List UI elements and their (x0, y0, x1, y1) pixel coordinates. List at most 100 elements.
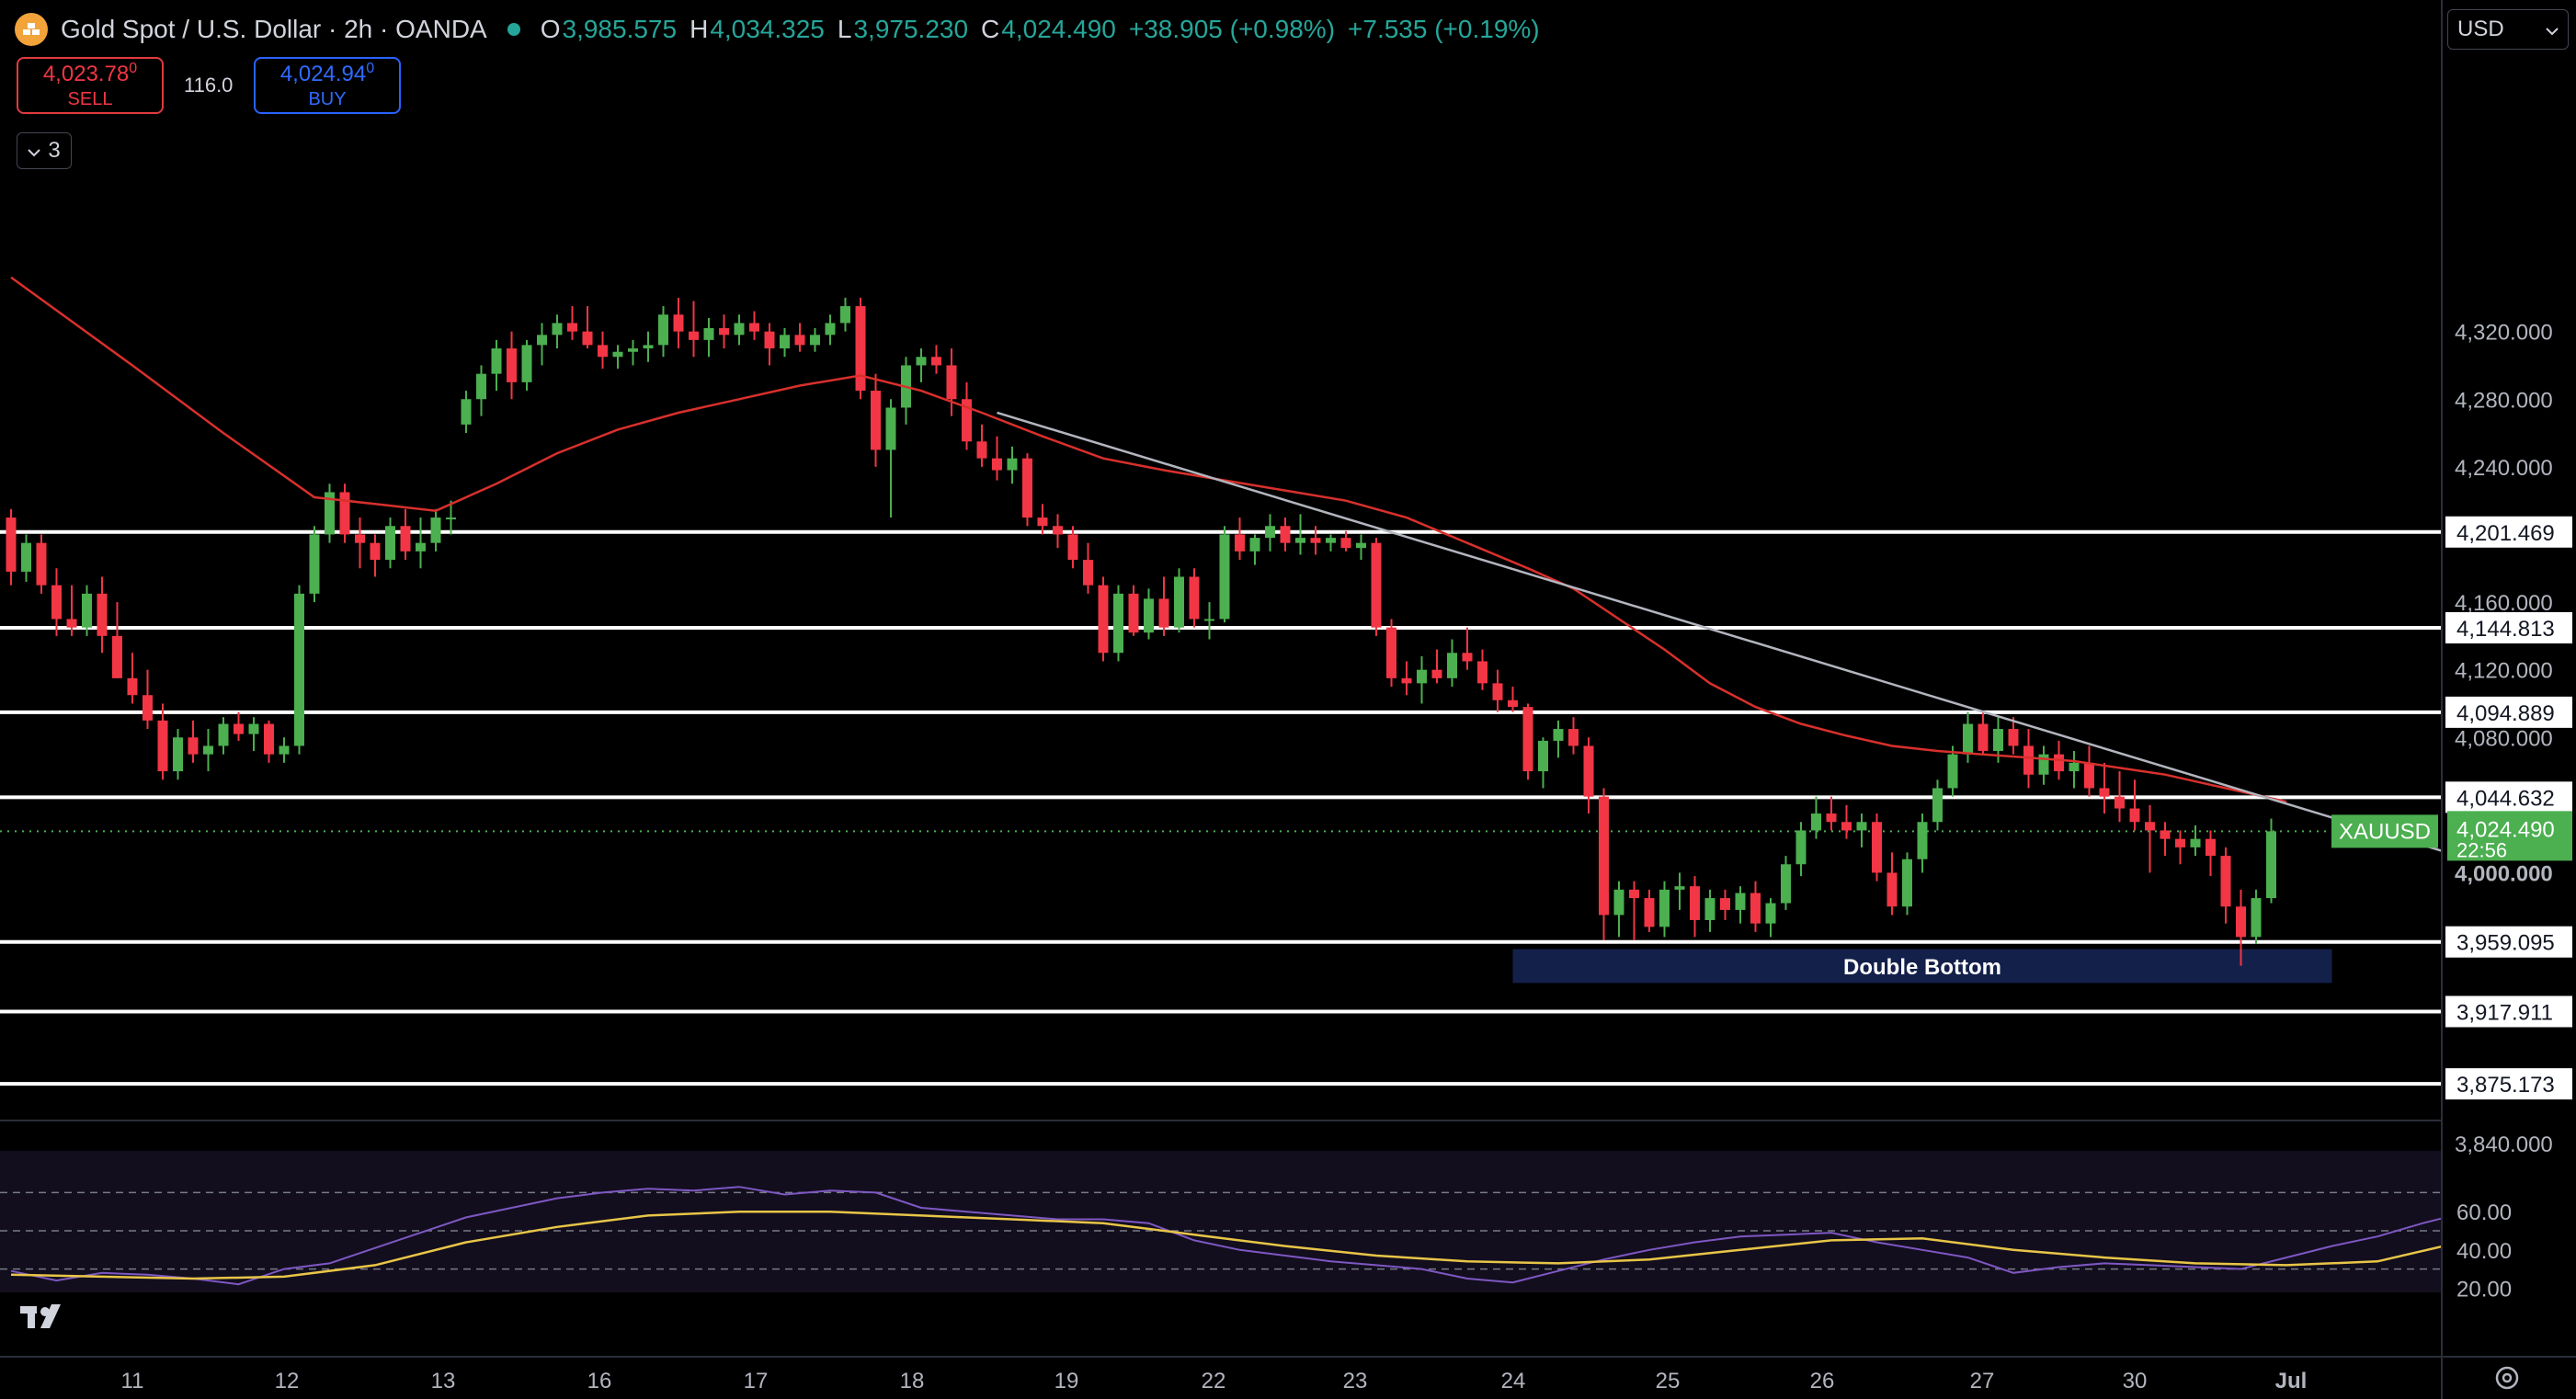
candle (643, 331, 654, 362)
buy-button[interactable]: 4,024.940 BUY (254, 57, 401, 114)
candle (598, 331, 608, 370)
rsi-tick-label: 20.00 (2456, 1277, 2512, 1302)
candle-body (1629, 889, 1639, 899)
candle-body (582, 331, 593, 346)
x-tick-label: 24 (1501, 1369, 1526, 1393)
rsi-ma-line (10, 1210, 2576, 1280)
candle (1022, 453, 1032, 527)
candle (1826, 796, 1837, 831)
candle (1629, 881, 1639, 941)
spread-value: 116.0 (184, 74, 234, 97)
candle-body (1613, 889, 1624, 916)
candle (188, 720, 199, 763)
x-tick-label: 23 (1343, 1369, 1368, 1393)
candle (6, 508, 17, 586)
candle (673, 297, 684, 349)
candle-body (1659, 889, 1670, 927)
level-price-tag (2445, 926, 2572, 958)
candle (142, 669, 153, 730)
candle (946, 348, 957, 416)
moving-average-line (10, 276, 2287, 803)
candle (1978, 711, 1989, 755)
candle-body (567, 323, 577, 332)
candle (1704, 889, 1715, 932)
candle-body (1978, 723, 1989, 751)
candle-body (1386, 627, 1396, 678)
x-tick-label: 17 (744, 1369, 769, 1393)
candle (901, 357, 911, 425)
overlays (10, 276, 2514, 874)
settings-gear-icon[interactable] (2493, 1364, 2521, 1392)
candle (658, 306, 668, 358)
candle (1128, 585, 1139, 636)
candle-body (1083, 560, 1093, 586)
candle (1053, 514, 1063, 549)
candle-body (2129, 808, 2140, 823)
ohlc-close: C4,024.490 (981, 15, 1116, 43)
candle-body (1553, 729, 1564, 741)
candle-body (810, 335, 820, 346)
symbol-title[interactable]: Gold Spot / U.S. Dollar · 2h · OANDA (61, 15, 487, 43)
candle (400, 508, 411, 561)
candle (1204, 602, 1214, 640)
sell-button[interactable]: 4,023.780 SELL (17, 57, 164, 114)
candle (355, 518, 365, 569)
candle (871, 373, 881, 467)
candle-body (1690, 886, 1700, 920)
time-axis: 11 12 13 16 17 18 19 22 23 24 25 26 27 30 Jul (0, 1356, 2576, 1393)
candle (1462, 627, 1473, 670)
candle (1492, 669, 1503, 712)
candle-body (855, 306, 866, 392)
candle (1189, 568, 1200, 628)
candle (537, 323, 547, 366)
candle (612, 345, 623, 370)
candle-body (673, 314, 684, 332)
candle-body (885, 407, 896, 450)
candle-body (962, 399, 972, 442)
candle-body (370, 542, 381, 561)
candle (1158, 576, 1169, 636)
candle-body (1265, 526, 1275, 539)
candle-body (871, 391, 881, 450)
candle-body (218, 723, 229, 746)
candle-body (430, 518, 441, 543)
candle (2145, 804, 2155, 873)
candle-body (1568, 729, 1579, 746)
candle (1568, 717, 1579, 755)
candle-body (1007, 458, 1018, 471)
candle (1659, 881, 1670, 938)
buy-label: BUY (308, 89, 347, 109)
candle (1174, 568, 1184, 633)
x-tick-label: 27 (1970, 1369, 1995, 1393)
candle-body (173, 737, 183, 772)
candle-body (1538, 740, 1548, 772)
candle-body (82, 593, 92, 628)
candle-body (1113, 593, 1123, 654)
candle-body (51, 585, 62, 620)
candle (1795, 822, 1807, 877)
candle-body (1781, 864, 1791, 904)
candle-body (794, 335, 805, 346)
candle-body (612, 351, 623, 358)
candle-body (142, 695, 153, 721)
indicators-toggle[interactable]: 3 (17, 132, 72, 169)
currency-select[interactable]: USD (2447, 9, 2569, 50)
candle (248, 717, 259, 751)
candle-body (1886, 872, 1898, 907)
candle (1431, 649, 1442, 684)
candle-body (1750, 893, 1761, 924)
candle (1872, 813, 1882, 881)
y-tick-label: 4,120.000 (2455, 659, 2553, 684)
tradingview-logo-icon[interactable] (20, 1298, 72, 1339)
candle-body (325, 492, 335, 535)
gold-coin-icon[interactable] (15, 13, 48, 46)
candle-body (1128, 593, 1139, 633)
x-tick-label: 30 (2123, 1369, 2148, 1393)
candle (1144, 588, 1154, 640)
candle (1295, 514, 1305, 555)
candle (218, 717, 229, 755)
ohlc-high: H4,034.325 (690, 15, 825, 43)
extended-change: +7.535 (+0.19%) (1348, 15, 1540, 43)
candle-body (416, 542, 426, 552)
